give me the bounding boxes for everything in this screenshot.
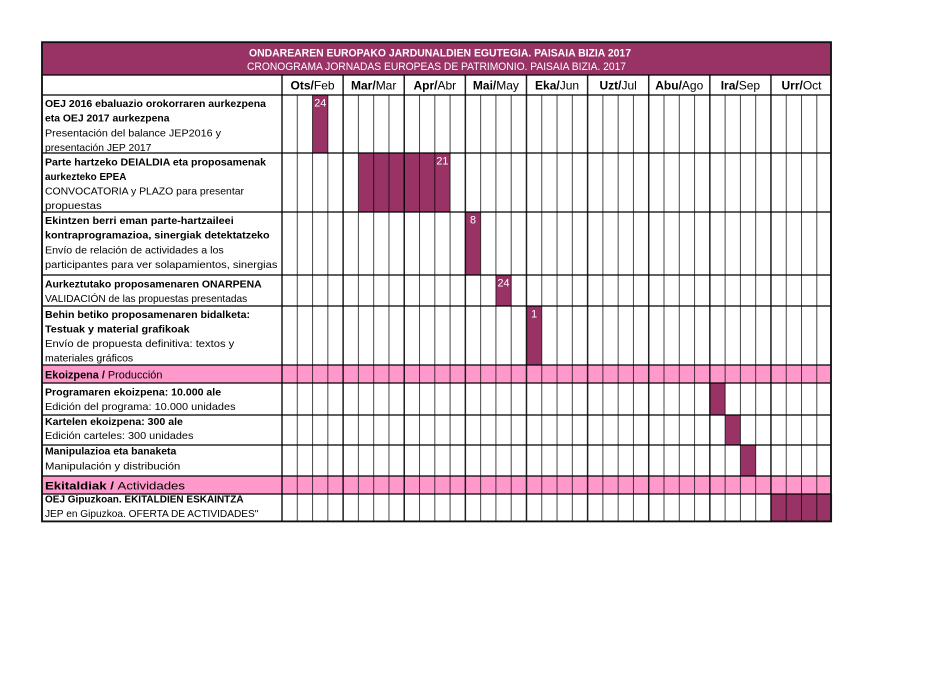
svg-text:21: 21 bbox=[436, 155, 448, 167]
svg-text:Urr/Oct: Urr/Oct bbox=[782, 79, 823, 93]
svg-text:OEJ Gipuzkoan. EKITALDIEN ESKA: OEJ Gipuzkoan. EKITALDIEN ESKAINTZA bbox=[45, 494, 244, 506]
svg-text:Ekitaldiak / Actividades: Ekitaldiak / Actividades bbox=[45, 481, 185, 493]
svg-text:Ekintzen berri eman parte-hart: Ekintzen berri eman parte-hartzaileei bbox=[45, 215, 234, 227]
svg-text:Ots/Feb: Ots/Feb bbox=[291, 79, 335, 93]
svg-text:Manipulación y distribución: Manipulación y distribución bbox=[45, 461, 180, 473]
svg-text:Envío de propuesta definitiva:: Envío de propuesta definitiva: textos y bbox=[45, 338, 235, 350]
svg-text:1: 1 bbox=[531, 308, 537, 320]
svg-text:Uzt/Jul: Uzt/Jul bbox=[599, 79, 636, 93]
svg-text:Apr/Abr: Apr/Abr bbox=[413, 79, 456, 93]
svg-text:Parte hartzeko DEIALDIA eta pr: Parte hartzeko DEIALDIA eta proposamenak bbox=[45, 156, 266, 168]
svg-text:eta OEJ 2017 aurkezpena: eta OEJ 2017 aurkezpena bbox=[45, 113, 170, 125]
svg-text:JEP en Gipuzkoa. OFERTA DE ACT: JEP en Gipuzkoa. OFERTA DE ACTIVIDADES" bbox=[45, 508, 259, 520]
svg-text:24: 24 bbox=[498, 277, 510, 289]
svg-text:Manipulazioa eta banaketa: Manipulazioa eta banaketa bbox=[45, 445, 176, 457]
svg-text:Behin betiko proposamenaren bi: Behin betiko proposamenaren bidalketa: bbox=[45, 309, 250, 321]
svg-text:Ira/Sep: Ira/Sep bbox=[721, 79, 761, 93]
svg-text:CRONOGRAMA JORNADAS EUROPEAS D: CRONOGRAMA JORNADAS EUROPEAS DE PATRIMON… bbox=[247, 61, 626, 73]
svg-text:ONDAREAREN EUROPAKO JARDUNALDI: ONDAREAREN EUROPAKO JARDUNALDIEN EGUTEGI… bbox=[249, 48, 631, 60]
svg-text:24: 24 bbox=[314, 97, 326, 109]
svg-text:CONVOCATORIA y PLAZO para pres: CONVOCATORIA y PLAZO para presentar bbox=[45, 185, 244, 197]
svg-text:Programaren ekoizpena: 10.000: Programaren ekoizpena: 10.000 ale bbox=[45, 386, 221, 398]
svg-text:Ekoizpena / Producción: Ekoizpena / Producción bbox=[45, 370, 162, 382]
svg-text:Aurkeztutako proposamenaren ON: Aurkeztutako proposamenaren ONARPENA bbox=[45, 278, 262, 290]
svg-text:Mai/May: Mai/May bbox=[473, 79, 519, 93]
svg-text:Mar/Mar: Mar/Mar bbox=[351, 79, 396, 93]
svg-text:Abu/Ago: Abu/Ago bbox=[655, 79, 703, 93]
svg-text:materiales gráficos: materiales gráficos bbox=[45, 352, 133, 364]
svg-text:OEJ 2016 ebaluazio orokorraren: OEJ 2016 ebaluazio orokorraren aurkezpen… bbox=[45, 98, 266, 110]
svg-text:propuestas: propuestas bbox=[45, 200, 102, 212]
svg-text:VALIDACIÓN de las propuestas p: VALIDACIÓN de las propuestas presentadas bbox=[45, 292, 247, 305]
svg-text:Edición carteles: 300 unidades: Edición carteles: 300 unidades bbox=[45, 430, 193, 442]
svg-text:kontraprogramazioa, sinergiak: kontraprogramazioa, sinergiak detektatze… bbox=[45, 230, 270, 242]
svg-text:Kartelen ekoizpena: 300 ale: Kartelen ekoizpena: 300 ale bbox=[45, 416, 183, 428]
svg-text:presentación JEP 2017: presentación JEP 2017 bbox=[45, 142, 152, 154]
svg-text:8: 8 bbox=[470, 214, 476, 226]
svg-text:Envío de relación de actividad: Envío de relación de actividades a los bbox=[45, 244, 224, 256]
svg-text:Edición del programa: 10.000 u: Edición del programa: 10.000 unidades bbox=[45, 401, 236, 413]
svg-text:aurkezteko EPEA: aurkezteko EPEA bbox=[45, 171, 127, 183]
svg-text:Eka/Jun: Eka/Jun bbox=[535, 79, 579, 93]
svg-text:Testuak y material grafikoak: Testuak y material grafikoak bbox=[45, 323, 190, 335]
svg-text:Presentación del balance JEP20: Presentación del balance JEP2016 y bbox=[45, 127, 222, 139]
svg-text:participantes para ver solapam: participantes para ver solapamientos, si… bbox=[45, 259, 277, 271]
